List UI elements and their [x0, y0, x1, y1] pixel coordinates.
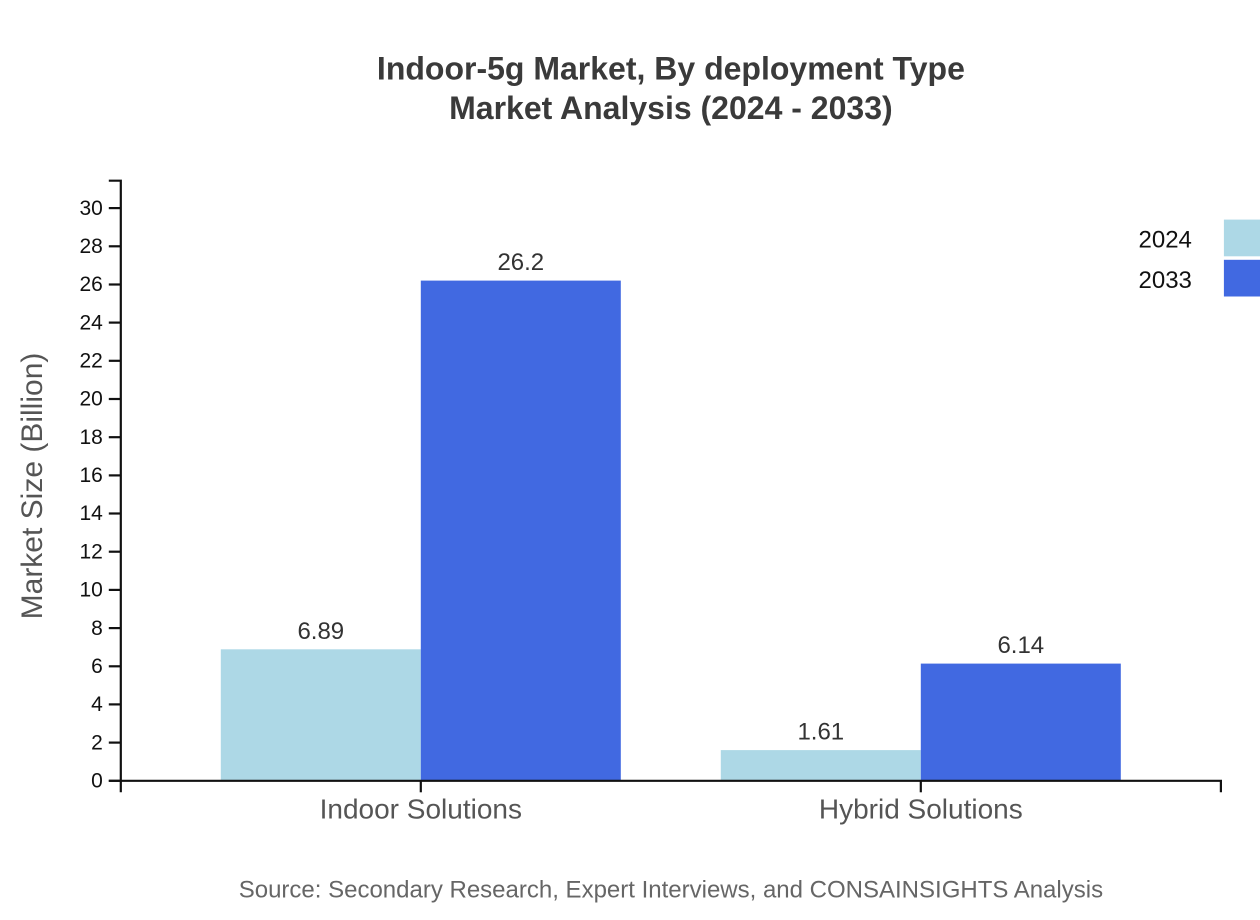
svg-text:10: 10 — [79, 579, 102, 602]
svg-text:20: 20 — [79, 388, 102, 411]
svg-text:12: 12 — [79, 540, 102, 563]
svg-text:1.61: 1.61 — [797, 719, 844, 746]
svg-text:26.2: 26.2 — [497, 249, 544, 276]
svg-text:6.14: 6.14 — [997, 632, 1044, 659]
svg-text:Source: Secondary Research, Ex: Source: Secondary Research, Expert Inter… — [239, 876, 1103, 903]
svg-text:8: 8 — [91, 617, 103, 640]
svg-text:Market Analysis (2024 - 2033): Market Analysis (2024 - 2033) — [449, 90, 893, 126]
svg-text:Market Size (Billion): Market Size (Billion) — [16, 353, 49, 620]
svg-text:26: 26 — [79, 273, 102, 296]
svg-text:30: 30 — [79, 197, 102, 220]
svg-text:Hybrid Solutions: Hybrid Solutions — [819, 794, 1023, 825]
svg-text:2033: 2033 — [1139, 267, 1192, 294]
svg-text:18: 18 — [79, 426, 102, 449]
svg-text:28: 28 — [79, 235, 102, 258]
svg-text:16: 16 — [79, 464, 102, 487]
svg-text:4: 4 — [91, 693, 103, 716]
svg-text:0: 0 — [91, 770, 103, 793]
svg-text:2: 2 — [91, 731, 103, 754]
svg-text:Indoor-5g Market, By deploymen: Indoor-5g Market, By deployment Type — [377, 50, 965, 86]
svg-text:2024: 2024 — [1139, 227, 1192, 254]
svg-text:6.89: 6.89 — [297, 618, 344, 645]
svg-text:24: 24 — [79, 311, 103, 334]
svg-text:Indoor Solutions: Indoor Solutions — [320, 794, 522, 825]
svg-text:14: 14 — [79, 502, 103, 525]
svg-text:22: 22 — [79, 350, 102, 373]
svg-text:6: 6 — [91, 655, 103, 678]
